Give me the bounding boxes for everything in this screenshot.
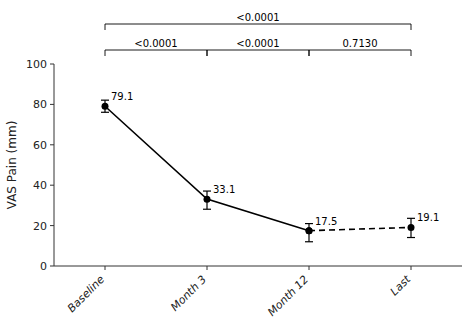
x-tick bbox=[309, 266, 310, 270]
marker bbox=[102, 103, 109, 110]
error-cap bbox=[407, 237, 415, 238]
y-tick bbox=[50, 104, 54, 105]
x-tick bbox=[411, 266, 412, 270]
error-cap bbox=[407, 218, 415, 219]
x-axis bbox=[54, 266, 462, 267]
chart: 0 20 40 60 80 100 Baseline Month 3 Month 12 Last V… bbox=[0, 0, 474, 329]
y-tick-label: 100 bbox=[26, 58, 47, 71]
plot-area bbox=[101, 100, 415, 242]
significance-bracket: 0.7130 bbox=[309, 38, 411, 56]
error-cap bbox=[101, 100, 109, 101]
error-cap bbox=[305, 241, 313, 242]
marker bbox=[204, 196, 211, 203]
x-tick-label: Month 12 bbox=[265, 273, 311, 319]
y-tick bbox=[50, 144, 54, 145]
x-tick bbox=[105, 266, 106, 270]
error-cap bbox=[305, 223, 313, 224]
bracket-line bbox=[207, 50, 309, 56]
bracket-label: <0.0001 bbox=[236, 38, 279, 49]
y-tick-label: 20 bbox=[33, 220, 47, 233]
x-tick-label: Baseline bbox=[65, 273, 107, 315]
data-label: 17.5 bbox=[315, 216, 337, 227]
error-bar bbox=[203, 191, 211, 209]
y-tick-label: 0 bbox=[40, 260, 47, 273]
error-cap bbox=[101, 112, 109, 113]
y-tick-label: 60 bbox=[33, 139, 47, 152]
bracket-label: 0.7130 bbox=[343, 38, 378, 49]
data-label: 33.1 bbox=[213, 184, 235, 195]
y-axis-label: VAS Pain (mm) bbox=[5, 121, 19, 210]
marker bbox=[306, 227, 313, 234]
y-tick-label: 80 bbox=[33, 98, 47, 111]
y-tick bbox=[50, 266, 54, 267]
error-bar bbox=[101, 100, 109, 112]
y-axis bbox=[54, 64, 55, 266]
bracket-label: <0.0001 bbox=[134, 38, 177, 49]
significance-bracket: <0.0001 bbox=[207, 38, 309, 56]
error-cap bbox=[203, 190, 211, 191]
significance-bracket: <0.0001 bbox=[105, 12, 411, 30]
data-label: 79.1 bbox=[111, 91, 133, 102]
x-tick-label: Last bbox=[388, 272, 414, 298]
bracket-line bbox=[309, 50, 411, 56]
marker bbox=[408, 224, 415, 231]
marker bbox=[306, 227, 313, 234]
error-cap bbox=[203, 209, 211, 210]
error-bar bbox=[407, 218, 415, 237]
significance-bracket: <0.0001 bbox=[105, 38, 207, 56]
series-line bbox=[105, 106, 309, 230]
y-tick bbox=[50, 185, 54, 186]
bracket-line bbox=[105, 24, 411, 30]
bracket-line bbox=[105, 50, 207, 56]
y-tick bbox=[50, 225, 54, 226]
y-tick-label: 40 bbox=[33, 179, 47, 192]
y-tick bbox=[50, 64, 54, 65]
x-tick bbox=[207, 266, 208, 270]
data-label: 19.1 bbox=[417, 212, 439, 223]
series-line bbox=[309, 227, 411, 230]
x-tick-label: Month 3 bbox=[168, 273, 209, 314]
bracket-label: <0.0001 bbox=[236, 12, 279, 23]
error-bar bbox=[305, 224, 313, 242]
